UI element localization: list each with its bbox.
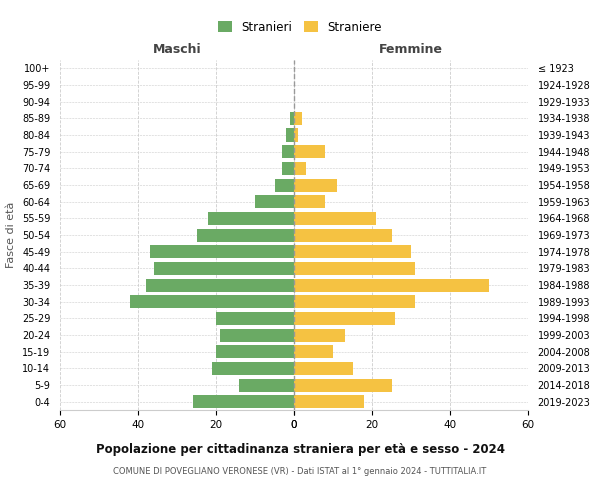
Bar (208, 212, 294, 225)
Bar (294, 195, 325, 208)
Bar (146, 278, 294, 291)
Bar (255, 195, 294, 208)
Bar (239, 378, 294, 392)
Bar (294, 112, 302, 125)
Bar (294, 312, 395, 325)
Bar (294, 212, 376, 225)
Bar (154, 262, 294, 275)
Bar (216, 312, 294, 325)
Bar (197, 228, 294, 241)
Text: Popolazione per cittadinanza straniera per età e sesso - 2024: Popolazione per cittadinanza straniera p… (95, 442, 505, 456)
Bar (212, 362, 294, 375)
Bar (294, 162, 306, 175)
Bar (193, 395, 294, 408)
Bar (294, 228, 392, 241)
Bar (294, 345, 333, 358)
Legend: Stranieri, Straniere: Stranieri, Straniere (215, 18, 385, 36)
Bar (283, 145, 294, 158)
Bar (294, 245, 411, 258)
Bar (294, 295, 415, 308)
Bar (150, 245, 294, 258)
Bar (294, 278, 489, 291)
Text: COMUNE DI POVEGLIANO VERONESE (VR) - Dati ISTAT al 1° gennaio 2024 - TUTTITALIA.: COMUNE DI POVEGLIANO VERONESE (VR) - Dat… (113, 468, 487, 476)
Bar (130, 295, 294, 308)
Y-axis label: Fasce di età: Fasce di età (7, 202, 16, 268)
Bar (294, 395, 364, 408)
Bar (216, 345, 294, 358)
Bar (294, 145, 325, 158)
Bar (294, 328, 344, 342)
Bar (294, 378, 392, 392)
Title: Maschi: Maschi (152, 43, 202, 56)
Bar (286, 128, 294, 141)
Title: Femmine: Femmine (379, 43, 443, 56)
Bar (283, 162, 294, 175)
Bar (294, 362, 353, 375)
Bar (294, 178, 337, 192)
Bar (220, 328, 294, 342)
Bar (294, 262, 415, 275)
Bar (275, 178, 294, 192)
Bar (294, 128, 298, 141)
Bar (290, 112, 294, 125)
